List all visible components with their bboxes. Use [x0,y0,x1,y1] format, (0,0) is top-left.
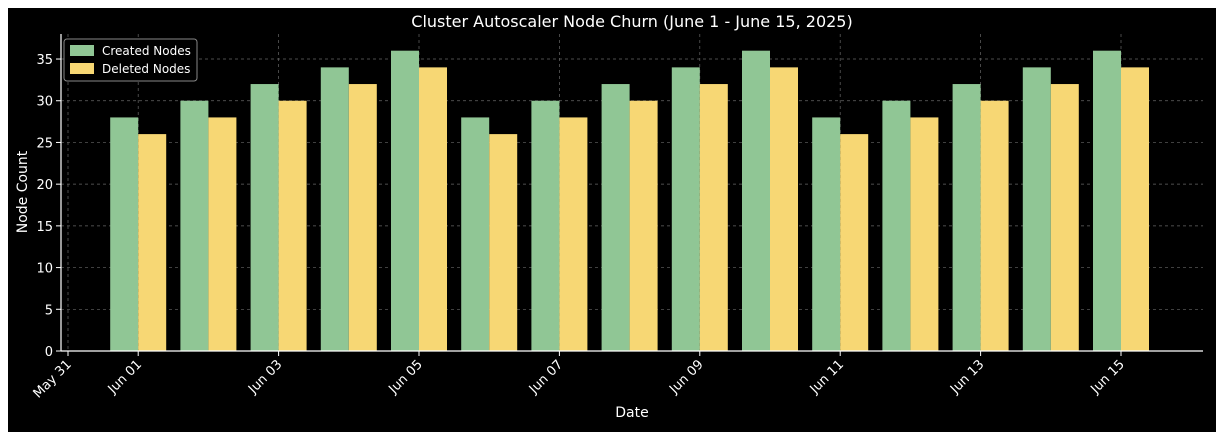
chart-title: Cluster Autoscaler Node Churn (June 1 - … [411,12,852,31]
y-tick-label: 25 [36,136,53,151]
deleted-nodes-bar [770,67,798,352]
legend-swatch [70,45,94,56]
y-tick-label: 5 [45,303,53,318]
created-nodes-bar [110,117,139,351]
y-tick-label: 15 [36,220,53,235]
legend-swatch [70,63,94,74]
y-tick-label: 10 [36,262,53,277]
created-nodes-bar [812,117,841,351]
deleted-nodes-bar [840,134,869,351]
created-nodes-bar [391,50,419,352]
y-tick-label: 20 [36,178,53,193]
deleted-nodes-bar [980,100,1009,351]
bars [110,50,1149,352]
y-tick-label: 30 [36,95,53,110]
deleted-nodes-bar [208,117,237,351]
created-nodes-bar [180,100,209,351]
legend-entry-label: Deleted Nodes [102,62,190,76]
created-nodes-bar [882,100,911,351]
created-nodes-bar [742,50,770,352]
x-axis-label: Date [615,405,648,421]
deleted-nodes-bar [489,134,518,351]
legend: Created Nodes Deleted Nodes [63,38,198,82]
y-axis-label: Node Count [15,150,31,233]
legend-box [63,38,198,82]
created-nodes-bar [601,84,630,351]
created-nodes-bar [671,67,700,352]
deleted-nodes-bar [278,100,307,351]
deleted-nodes-bar [1050,84,1079,351]
deleted-nodes-bar [1121,67,1149,352]
created-nodes-bar [531,100,560,351]
deleted-nodes-bar [348,84,377,351]
y-tick-label: 35 [36,53,53,68]
created-nodes-bar [320,67,349,352]
deleted-nodes-bar [699,84,728,351]
created-nodes-bar [1022,67,1051,352]
y-tick-label: 0 [45,345,53,360]
deleted-nodes-bar [419,67,447,352]
legend-entry-label: Created Nodes [102,44,191,58]
deleted-nodes-bar [629,100,658,351]
created-nodes-bar [952,84,981,351]
created-nodes-bar [1093,50,1121,352]
deleted-nodes-bar [910,117,939,351]
created-nodes-bar [461,117,490,351]
deleted-nodes-bar [559,117,588,351]
created-nodes-bar [250,84,279,351]
deleted-nodes-bar [138,134,167,351]
